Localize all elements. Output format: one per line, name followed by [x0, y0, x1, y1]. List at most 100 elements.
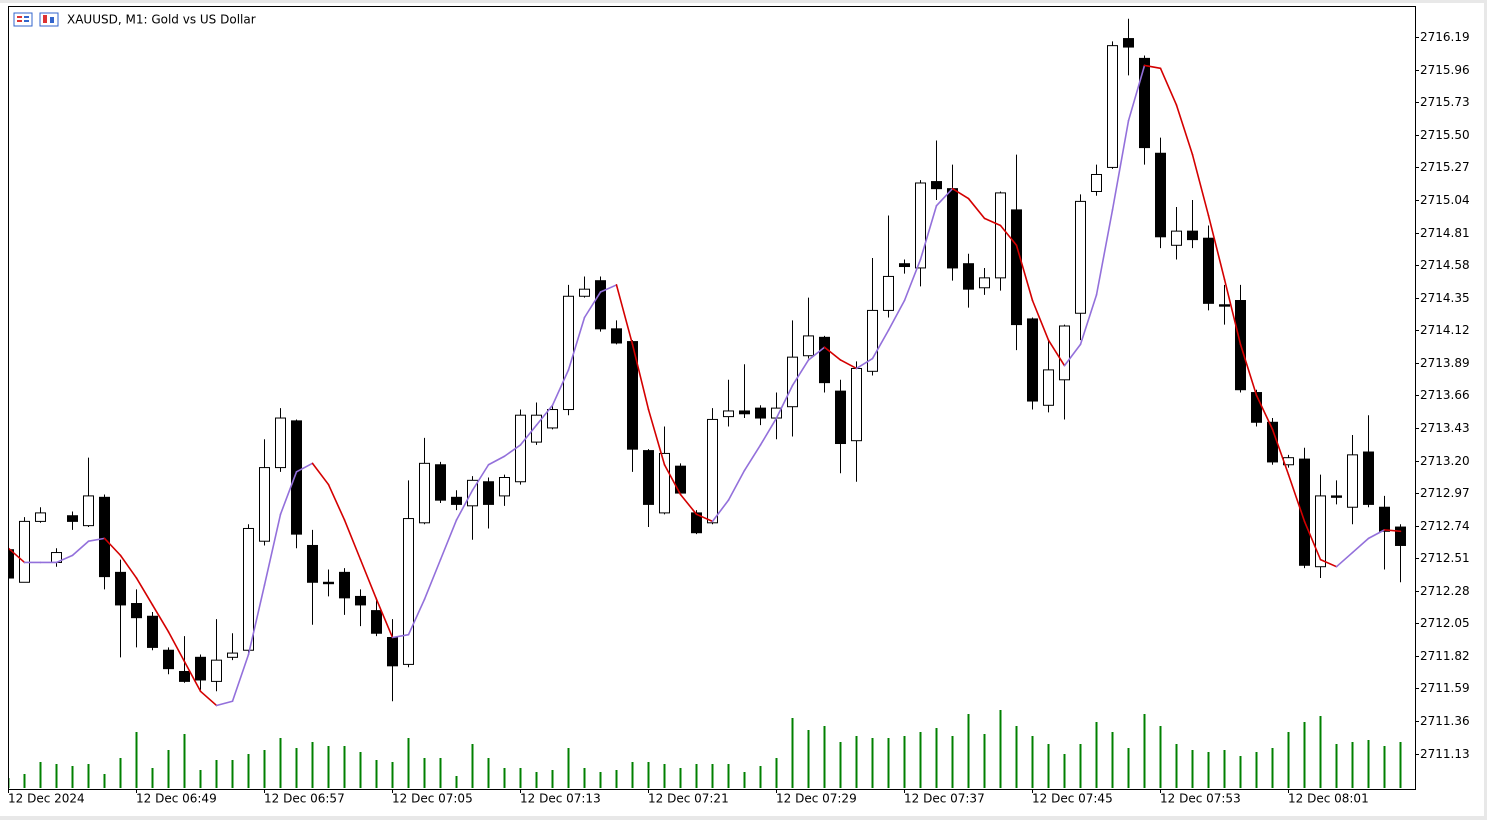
- ma-segment: [551, 369, 570, 407]
- ma-segment: [295, 462, 314, 473]
- ma-segment: [343, 519, 362, 561]
- candle-body: [227, 652, 238, 658]
- candle-body: [275, 417, 286, 469]
- y-tick-label: 2711.82: [1420, 649, 1470, 663]
- x-tick-label: 12 Dec 2024: [8, 792, 85, 806]
- candle-body: [963, 263, 974, 290]
- candle-body: [739, 410, 750, 415]
- ma-segment: [855, 357, 874, 370]
- ma-segment: [983, 217, 1002, 227]
- window-top: [0, 0, 1487, 3]
- ma-segment: [1111, 119, 1130, 211]
- ma-segment: [599, 284, 618, 293]
- y-tick-label: 2712.74: [1420, 519, 1470, 533]
- ma-segment: [1335, 551, 1354, 568]
- candle-body: [867, 309, 878, 372]
- ma-segment: [359, 558, 378, 601]
- candle-body: [35, 512, 46, 522]
- y-tick-label: 2712.97: [1420, 486, 1470, 500]
- ma-segment: [1031, 299, 1050, 341]
- ma-segment: [1351, 537, 1370, 554]
- ma-segment: [1015, 244, 1034, 302]
- ma-segment: [647, 408, 666, 466]
- ma-segment: [279, 471, 298, 516]
- candle-body: [611, 328, 622, 344]
- icon: [17, 16, 22, 18]
- ma-segment: [1127, 64, 1146, 122]
- ma-segment: [263, 513, 282, 586]
- candle-body: [1171, 230, 1182, 246]
- ma-segment: [999, 224, 1018, 247]
- candle-body: [803, 335, 814, 357]
- candle-body: [1091, 173, 1102, 192]
- icon: [24, 16, 29, 18]
- plot-area: [9, 18, 1406, 788]
- candle-body: [531, 414, 542, 443]
- candle-body: [851, 367, 862, 442]
- candle-body: [1123, 38, 1134, 48]
- y-tick-label: 2713.89: [1420, 356, 1470, 370]
- ma-segment: [487, 455, 506, 466]
- ma-segment: [119, 554, 138, 579]
- ma-segment: [1095, 209, 1114, 296]
- ma-segment: [919, 204, 938, 261]
- candle-body: [595, 280, 606, 330]
- icon: [17, 20, 22, 22]
- ma-segment: [1383, 529, 1402, 533]
- icon: [43, 15, 47, 23]
- candle-body: [435, 464, 446, 501]
- x-tick-label: 12 Dec 07:21: [648, 792, 729, 806]
- candle-body: [179, 670, 190, 682]
- candle-body: [499, 476, 510, 497]
- candle-body: [755, 407, 766, 419]
- ma-segment: [743, 444, 762, 472]
- x-tick-label: 12 Dec 06:57: [264, 792, 345, 806]
- candle-body: [1075, 200, 1086, 314]
- ma-segment: [759, 417, 778, 446]
- ma-segment: [407, 598, 426, 636]
- ma-segment: [1255, 394, 1274, 431]
- y-tick-label: 2715.27: [1420, 160, 1470, 174]
- candle-body: [211, 659, 222, 682]
- ma-segment: [663, 463, 682, 496]
- candle-body: [19, 520, 30, 583]
- icon: [13, 12, 33, 27]
- candle-body: [291, 420, 302, 535]
- ma-segment: [711, 499, 730, 523]
- ma-segment: [775, 384, 794, 419]
- y-tick-label: 2713.66: [1420, 388, 1470, 402]
- candle-body: [995, 192, 1006, 279]
- ma-segment: [455, 489, 474, 521]
- window-right: [1484, 0, 1487, 820]
- candle-body: [707, 418, 718, 524]
- symbol-icons: [13, 12, 59, 27]
- candle-body: [1139, 57, 1150, 149]
- candle-body: [483, 481, 494, 505]
- ma-segment: [1191, 153, 1210, 217]
- ma-segment: [967, 197, 986, 220]
- candle-body: [371, 610, 382, 634]
- candle-body: [819, 336, 830, 384]
- y-tick-label: 2715.73: [1420, 95, 1470, 109]
- ma-segment: [71, 540, 90, 557]
- ma-segment: [1047, 339, 1066, 367]
- candle-body: [67, 515, 78, 522]
- ma-segment: [1239, 343, 1258, 397]
- candle-body: [83, 495, 94, 527]
- ma-segment: [311, 462, 330, 486]
- ma-segment: [903, 258, 922, 302]
- candle-body: [131, 603, 142, 619]
- ma-segment: [1159, 67, 1178, 106]
- candle-body: [115, 571, 126, 606]
- y-tick-label: 2714.58: [1420, 258, 1470, 272]
- candle-body: [1155, 152, 1166, 238]
- candle-body: [643, 450, 654, 505]
- ma-segment: [583, 291, 602, 319]
- ma-segment: [839, 359, 858, 370]
- candle-body: [883, 275, 894, 311]
- x-tick-label: 12 Dec 07:53: [1160, 792, 1241, 806]
- y-tick-label: 2715.96: [1420, 63, 1470, 77]
- candle-body: [1363, 451, 1374, 505]
- ma-segment: [1079, 294, 1098, 346]
